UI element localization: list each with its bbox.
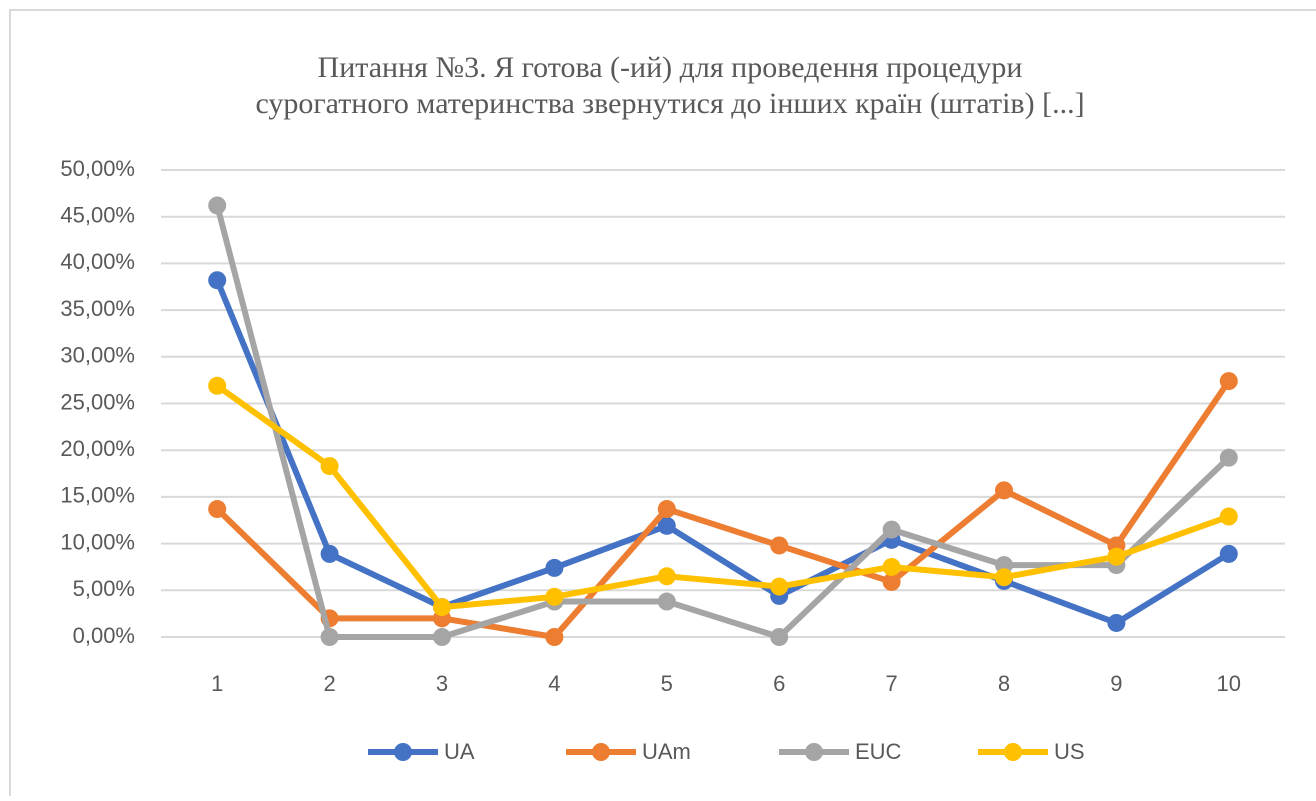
data-point <box>208 500 227 519</box>
legend-label: UAm <box>642 739 691 764</box>
series-line <box>214 279 1231 626</box>
data-point <box>545 558 564 577</box>
chart-title: сурогатного материнства звернутися до ін… <box>255 87 1084 120</box>
x-tick-label: 10 <box>1217 671 1241 696</box>
data-point <box>320 457 339 476</box>
data-point <box>882 520 901 539</box>
data-point <box>995 568 1013 587</box>
legend-marker <box>1004 743 1022 761</box>
y-tick-label: 35,00% <box>60 296 135 321</box>
data-point <box>545 628 564 646</box>
y-tick-label: 45,00% <box>60 203 135 228</box>
x-tick-label: 7 <box>885 671 897 696</box>
legend-label: EUC <box>855 739 902 764</box>
data-point <box>1219 448 1238 467</box>
data-point <box>770 577 789 596</box>
y-tick-label: 50,00% <box>60 156 135 181</box>
data-point <box>657 500 676 519</box>
legend-label: UA <box>444 739 475 764</box>
data-point <box>657 567 676 586</box>
data-point <box>433 598 451 617</box>
x-tick-label: 2 <box>323 671 335 696</box>
legend-marker <box>592 743 610 761</box>
x-tick-label: 3 <box>436 671 448 696</box>
data-point <box>1107 547 1126 566</box>
data-point <box>657 516 676 535</box>
data-point <box>208 196 227 215</box>
y-tick-label: 15,00% <box>60 483 135 508</box>
x-tick-label: 1 <box>211 671 223 696</box>
data-point <box>208 271 227 290</box>
x-tick-label: 4 <box>548 671 560 696</box>
chart-title: Питання №3. Я готова (-ий) для проведенн… <box>318 51 1023 84</box>
x-tick-label: 6 <box>773 671 785 696</box>
y-tick-label: 20,00% <box>60 436 135 461</box>
legend-marker <box>805 743 823 761</box>
x-tick-label: 9 <box>1110 671 1122 696</box>
data-point <box>1219 544 1238 563</box>
data-point <box>882 572 901 591</box>
series-line <box>215 383 1230 611</box>
data-point <box>770 628 789 646</box>
data-point <box>657 592 676 611</box>
x-tick-label: 8 <box>998 671 1010 696</box>
data-point <box>1219 507 1238 526</box>
data-point <box>433 628 451 646</box>
y-tick-label: 40,00% <box>60 249 135 274</box>
x-tick-label: 5 <box>661 671 673 696</box>
data-point <box>1107 613 1126 632</box>
y-tick-label: 25,00% <box>60 389 135 414</box>
y-tick-label: 10,00% <box>60 529 135 554</box>
data-point <box>208 376 227 395</box>
data-point <box>882 557 901 576</box>
data-point <box>1219 372 1238 391</box>
y-tick-label: 30,00% <box>60 343 135 368</box>
chart-border <box>9 9 1316 801</box>
data-point <box>770 536 789 555</box>
series-line <box>215 379 1232 640</box>
data-point <box>320 628 339 646</box>
y-tick-label: 5,00% <box>73 576 135 601</box>
data-point <box>320 544 339 563</box>
y-tick-label: 0,00% <box>73 623 135 648</box>
legend-marker <box>394 743 412 761</box>
data-point <box>545 587 564 606</box>
legend-label: US <box>1054 739 1085 764</box>
data-point <box>995 481 1013 500</box>
